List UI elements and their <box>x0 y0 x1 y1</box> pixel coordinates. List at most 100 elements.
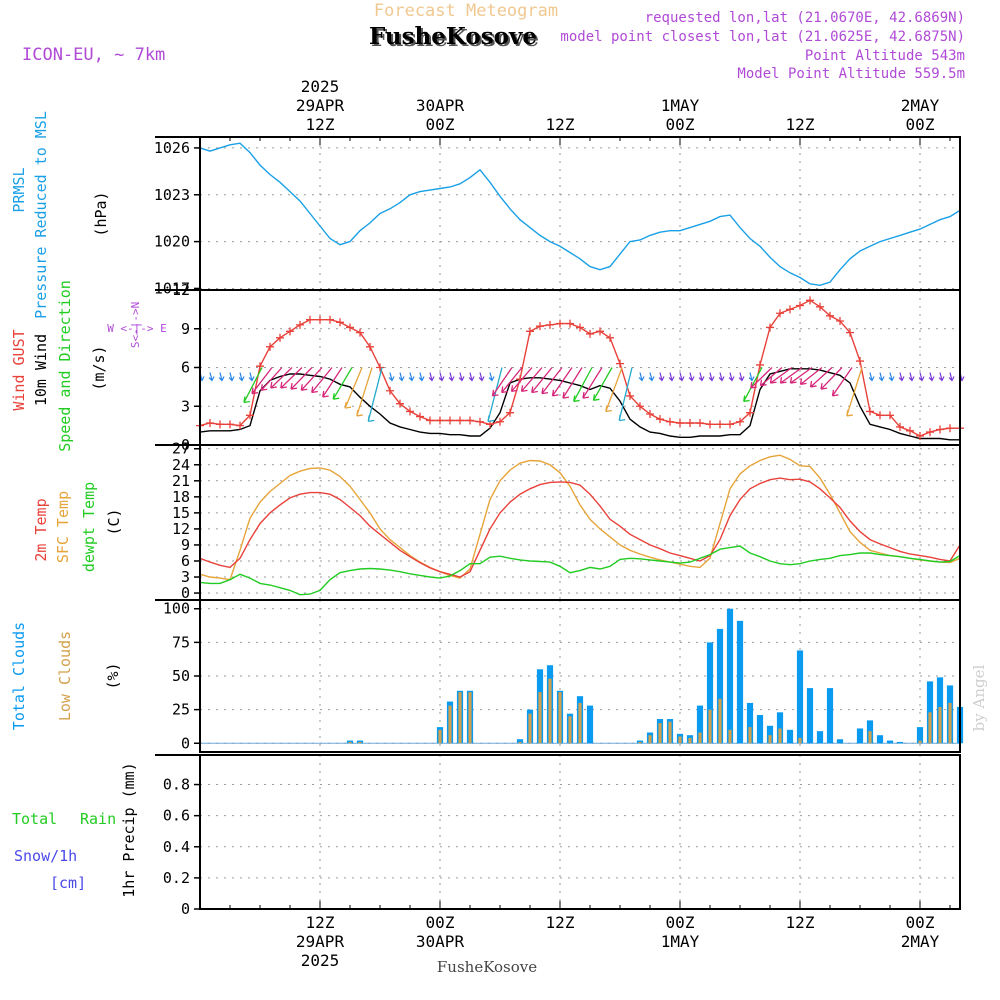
y-tick-label: 100 <box>163 600 190 618</box>
pressure-msl-label: Pressure Reduced to MSL <box>32 111 50 319</box>
wind-dir-arrow <box>458 372 465 382</box>
low-cloud-bar <box>538 692 542 744</box>
gust-line-marker <box>776 309 784 318</box>
wind-dir-arrow <box>270 367 293 389</box>
wind-dir-arrow <box>562 367 583 399</box>
wind-dir-arrow <box>438 372 445 382</box>
precip-rain-label: Rain <box>80 810 116 828</box>
y-tick-label: 1020 <box>154 233 190 251</box>
clouds-unit-label: (%) <box>104 662 122 689</box>
wind-dir-arrow <box>908 372 915 382</box>
wind-dir-arrow <box>648 372 655 382</box>
gust-line-marker <box>266 342 274 351</box>
wind-dir-arrow <box>573 367 593 403</box>
gust-line-marker <box>936 425 944 434</box>
wind-dir-arrow <box>531 367 553 394</box>
y-tick-label: 25 <box>172 701 190 719</box>
pressure-line <box>199 142 961 287</box>
total-cloud-bar <box>736 620 744 744</box>
bottom-time-label: 2025 <box>301 951 340 970</box>
gust-line-marker <box>386 386 394 395</box>
wind-dir-arrow <box>290 367 313 390</box>
gust-line-marker <box>746 408 754 417</box>
low-cloud-bar <box>928 712 932 744</box>
y-tick-label: 6 <box>181 359 190 377</box>
y-tick-label: 18 <box>172 488 190 506</box>
total-cloud-bar <box>756 715 764 744</box>
gust-line-marker <box>526 327 534 336</box>
low-clouds-label: Low Clouds <box>56 631 74 721</box>
temp-panel-labels: 2m Temp SFC Temp dewpt Temp (C) <box>32 482 123 572</box>
gust-line-marker <box>316 315 324 324</box>
precip-unit-label: 1hr Precip (mm) <box>120 762 138 897</box>
y-tick-label: 3 <box>181 397 190 415</box>
location-title: FusheKosove <box>369 23 537 50</box>
low-cloud-bar <box>528 713 532 744</box>
gust-line-marker <box>576 323 584 332</box>
wind-dir-arrow <box>332 367 353 400</box>
gust-line-marker <box>366 342 374 351</box>
y-tick-label: 15 <box>172 504 190 522</box>
low-cloud-bar <box>658 723 662 744</box>
wind-dir-arrow <box>478 372 485 382</box>
wind-dir-arrow <box>582 367 603 399</box>
wind-dir-arrow <box>605 367 623 413</box>
y-tick-label: 0.6 <box>163 807 190 825</box>
low-cloud-bar <box>938 706 942 744</box>
total-cloud-bar <box>586 705 594 744</box>
gust-line-marker <box>616 359 624 368</box>
gust-line-marker <box>866 407 874 416</box>
gust-line-marker <box>896 422 904 431</box>
wind-dir-arrow <box>738 372 745 382</box>
gust-line-marker <box>506 408 514 417</box>
total-cloud-bar <box>696 705 704 744</box>
wind-dir-arrow <box>367 367 383 422</box>
bottom-time-label: 2MAY <box>901 932 940 951</box>
gust-line-marker <box>236 421 244 430</box>
low-cloud-bar <box>468 692 472 744</box>
wind-dir-arrow <box>280 367 303 389</box>
total-cloud-bar <box>856 728 864 744</box>
wind-dir-arrow <box>344 367 363 409</box>
low-cloud-bar <box>668 721 672 744</box>
wind-dir-arrow <box>208 372 215 382</box>
temp2m-line <box>199 477 961 578</box>
y-tick-label: 0 <box>181 436 190 454</box>
wind-dir-arrow <box>356 367 373 417</box>
gust-line-marker <box>676 419 684 428</box>
wind-dir-arrow <box>948 372 955 382</box>
wind-dir-arrow <box>678 372 685 382</box>
wind-dir-arrow <box>898 372 905 382</box>
closest-coords: model point closest lon,lat (21.0625E, 4… <box>560 29 965 45</box>
wind-dir-arrow <box>918 372 925 382</box>
wind-dir-arrow <box>448 372 455 382</box>
gust-line-marker <box>826 311 834 320</box>
temp-unit-label: (C) <box>105 508 123 535</box>
y-tick-label: 75 <box>172 633 190 651</box>
wind-dir-arrow <box>520 367 543 393</box>
low-cloud-bar <box>708 709 712 744</box>
gust-line-marker <box>686 419 694 428</box>
gust-line-marker <box>916 431 924 440</box>
gust-line-marker <box>446 416 454 425</box>
wind-dir-arrow <box>759 367 783 387</box>
wind-dir-arrow <box>888 372 895 382</box>
gust-line-marker <box>326 315 334 324</box>
gust-line-marker <box>766 323 774 332</box>
gust-line-marker <box>306 315 314 324</box>
low-cloud-bar <box>358 741 362 744</box>
gust-line-marker <box>586 329 594 338</box>
wind-dir-arrow <box>708 372 715 382</box>
wind-dir-arrow <box>868 372 875 382</box>
clouds-panel-labels: Total Clouds Low Clouds (%) <box>10 622 122 730</box>
low-cloud-bar <box>648 735 652 744</box>
low-cloud-bar <box>558 692 562 744</box>
wind-dir-arrow <box>799 366 823 386</box>
wind-dir-arrow <box>592 367 613 401</box>
y-tick-label: 12 <box>172 281 190 299</box>
wind-dir-arrow <box>938 372 945 382</box>
gust-line-marker <box>946 424 954 433</box>
bottom-time-label: 30APR <box>416 932 465 951</box>
low-cloud-bar <box>748 727 752 744</box>
gust-line-marker <box>416 412 424 421</box>
